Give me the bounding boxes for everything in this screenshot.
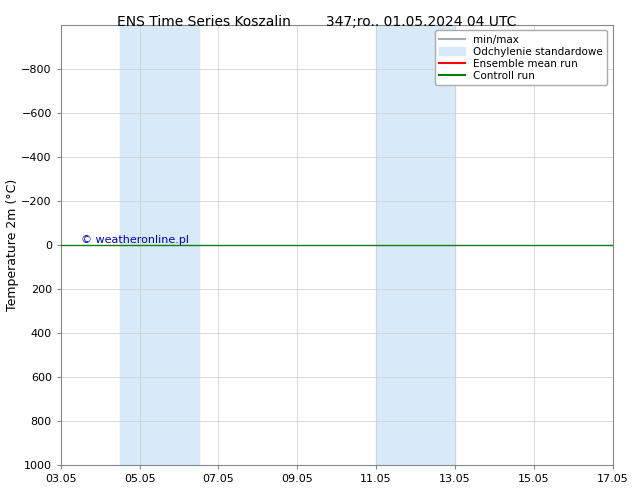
Text: ENS Time Series Koszalin        347;ro.. 01.05.2024 04 UTC: ENS Time Series Koszalin 347;ro.. 01.05.… xyxy=(117,15,517,29)
Bar xyxy=(120,25,199,465)
Legend: min/max, Odchylenie standardowe, Ensemble mean run, Controll run: min/max, Odchylenie standardowe, Ensembl… xyxy=(435,30,607,85)
Bar xyxy=(376,25,455,465)
Y-axis label: Temperature 2m (°C): Temperature 2m (°C) xyxy=(6,179,18,312)
Text: © weatheronline.pl: © weatheronline.pl xyxy=(81,235,188,245)
